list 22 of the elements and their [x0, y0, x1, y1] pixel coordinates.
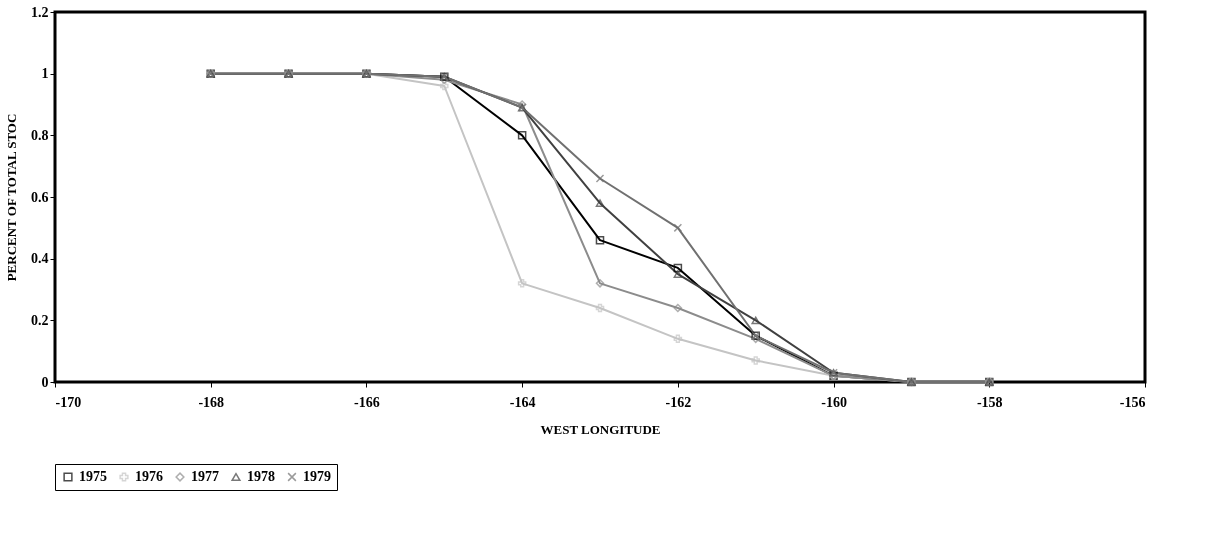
legend-label: 1978 — [247, 469, 275, 484]
x-tick-label: -164 — [509, 394, 536, 410]
x-tick-label: -162 — [665, 394, 692, 410]
x-tick-label: -156 — [1119, 394, 1146, 410]
legend-label: 1975 — [79, 469, 107, 484]
y-tick-label: 0 — [41, 374, 49, 390]
y-tick-label: 1 — [41, 66, 49, 82]
legend-label: 1977 — [191, 469, 219, 484]
y-tick-label: 1.2 — [31, 4, 49, 20]
x-tick-label: -160 — [821, 394, 847, 410]
y-axis-title: PERCENT OF TOTAL STOC — [4, 113, 19, 282]
y-tick-label: 0.8 — [31, 127, 49, 143]
x-tick-label: -168 — [198, 394, 225, 410]
x-tick-label: -158 — [976, 394, 1003, 410]
legend-label: 1979 — [303, 469, 331, 484]
y-tick-label: 0.4 — [31, 251, 49, 267]
x-tick-label: -166 — [354, 394, 380, 410]
y-tick-label: 0.2 — [31, 312, 49, 328]
legend-label: 1976 — [135, 469, 163, 484]
x-tick-label: -170 — [55, 394, 82, 410]
x-axis-title: WEST LONGITUDE — [540, 421, 661, 437]
y-tick-label: 0.6 — [31, 189, 49, 205]
